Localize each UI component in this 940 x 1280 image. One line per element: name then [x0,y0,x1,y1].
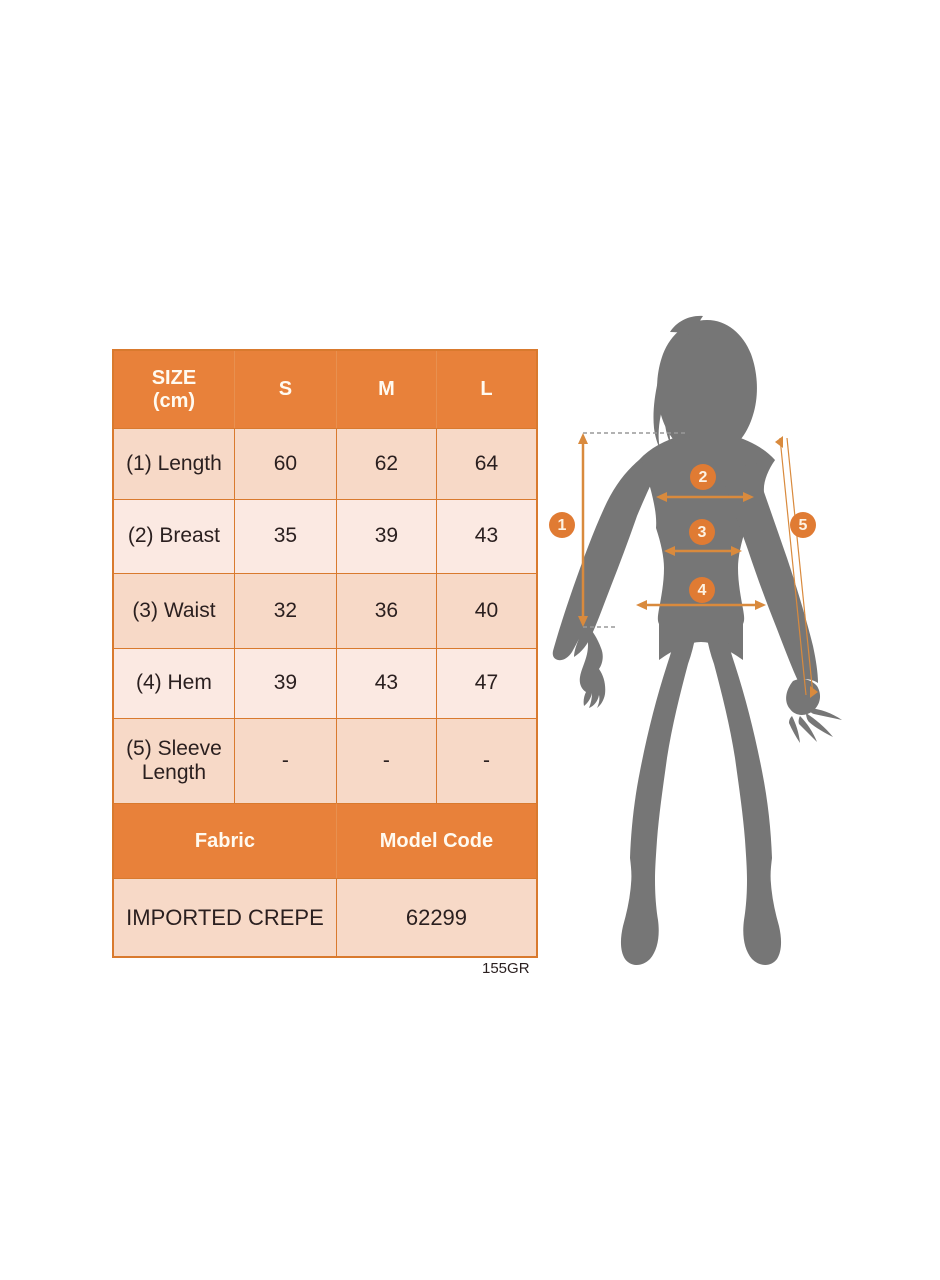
svg-text:3: 3 [698,524,707,541]
svg-text:2: 2 [699,469,708,486]
svg-text:1: 1 [558,517,567,534]
svg-text:4: 4 [698,582,707,599]
svg-text:5: 5 [799,517,808,534]
